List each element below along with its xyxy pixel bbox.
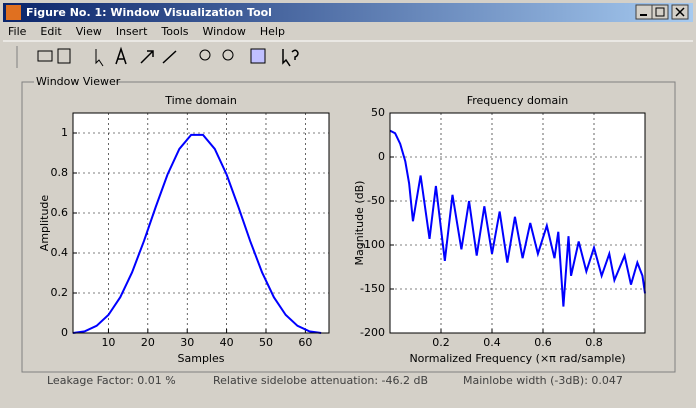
menu-item[interactable]: Tools bbox=[160, 25, 188, 38]
plot-area bbox=[390, 113, 645, 333]
menu-bar: File Edit View Insert Tools Window Help bbox=[8, 25, 285, 38]
zoom-out-button[interactable] bbox=[222, 49, 234, 61]
help-button[interactable] bbox=[282, 49, 299, 67]
window-buttons bbox=[635, 4, 689, 20]
legend-button[interactable] bbox=[250, 48, 266, 64]
menu-item[interactable]: Window bbox=[203, 25, 246, 38]
data-line bbox=[389, 129, 646, 307]
menu-item[interactable]: File bbox=[8, 25, 27, 38]
menu-item[interactable]: View bbox=[76, 25, 102, 38]
line-button[interactable] bbox=[162, 50, 177, 64]
panel-frame bbox=[21, 81, 676, 373]
axes-box bbox=[72, 112, 330, 334]
select-button[interactable] bbox=[95, 49, 104, 67]
x-axis-label: Samples bbox=[178, 352, 225, 365]
x-tick-label: 0.6 bbox=[534, 336, 552, 349]
y-tick-label: 0 bbox=[61, 326, 68, 339]
data-line bbox=[72, 133, 322, 334]
text-button[interactable] bbox=[115, 46, 127, 65]
x-tick-label: 40 bbox=[220, 336, 234, 349]
print-button[interactable] bbox=[37, 50, 53, 62]
arrow-button[interactable] bbox=[140, 50, 154, 64]
x-tick-label: 10 bbox=[101, 336, 115, 349]
x-tick-label: 20 bbox=[141, 336, 155, 349]
panel-title-bg bbox=[34, 76, 116, 88]
axes-box bbox=[389, 112, 646, 334]
app-icon bbox=[6, 5, 21, 20]
x-tick-label: 50 bbox=[259, 336, 273, 349]
status-leakage: Leakage Factor: 0.01 % bbox=[47, 374, 176, 387]
y-tick-label: -200 bbox=[360, 326, 385, 339]
x-tick-label: 0.2 bbox=[432, 336, 450, 349]
y-tick-label: 0.4 bbox=[51, 246, 69, 259]
y-tick-label: 1 bbox=[61, 126, 68, 139]
menu-item[interactable]: Insert bbox=[116, 25, 148, 38]
y-axis-label: Amplitude bbox=[38, 195, 51, 252]
chart-title: Time domain bbox=[164, 94, 237, 107]
x-axis-label: Normalized Frequency (×π rad/sample) bbox=[409, 352, 625, 365]
x-tick-label: 60 bbox=[298, 336, 312, 349]
window-title: Figure No. 1: Window Visualization Tool bbox=[26, 6, 272, 19]
x-tick-label: 0.4 bbox=[483, 336, 501, 349]
status-mainlobe: Mainlobe width (-3dB): 0.047 bbox=[463, 374, 623, 387]
status-sidelobe: Relative sidelobe attenuation: -46.2 dB bbox=[213, 374, 428, 387]
y-tick-label: -150 bbox=[360, 282, 385, 295]
x-tick-label: 30 bbox=[180, 336, 194, 349]
y-tick-label: 0.6 bbox=[51, 206, 69, 219]
panel-title: Window Viewer bbox=[36, 75, 121, 88]
y-tick-label: 0.8 bbox=[51, 166, 69, 179]
minimize-button[interactable] bbox=[635, 4, 653, 20]
y-axis-label: Magnitude (dB) bbox=[353, 181, 366, 266]
menu-item[interactable]: Help bbox=[260, 25, 285, 38]
y-tick-label: 50 bbox=[371, 106, 385, 119]
y-tick-label: 0.2 bbox=[51, 286, 69, 299]
y-tick-label: 0 bbox=[378, 150, 385, 163]
plot-area bbox=[73, 113, 329, 333]
y-tick-label: -100 bbox=[360, 238, 385, 251]
maximize-button[interactable] bbox=[651, 4, 669, 20]
chart-title: Frequency domain bbox=[467, 94, 569, 107]
menu-item[interactable]: Edit bbox=[40, 25, 62, 38]
zoom-in-button[interactable] bbox=[199, 49, 211, 61]
toolbar bbox=[16, 46, 299, 68]
title-bar bbox=[3, 3, 693, 22]
y-tick-label: -50 bbox=[367, 194, 385, 207]
preview-button[interactable] bbox=[57, 48, 71, 64]
x-tick-label: 0.8 bbox=[585, 336, 603, 349]
